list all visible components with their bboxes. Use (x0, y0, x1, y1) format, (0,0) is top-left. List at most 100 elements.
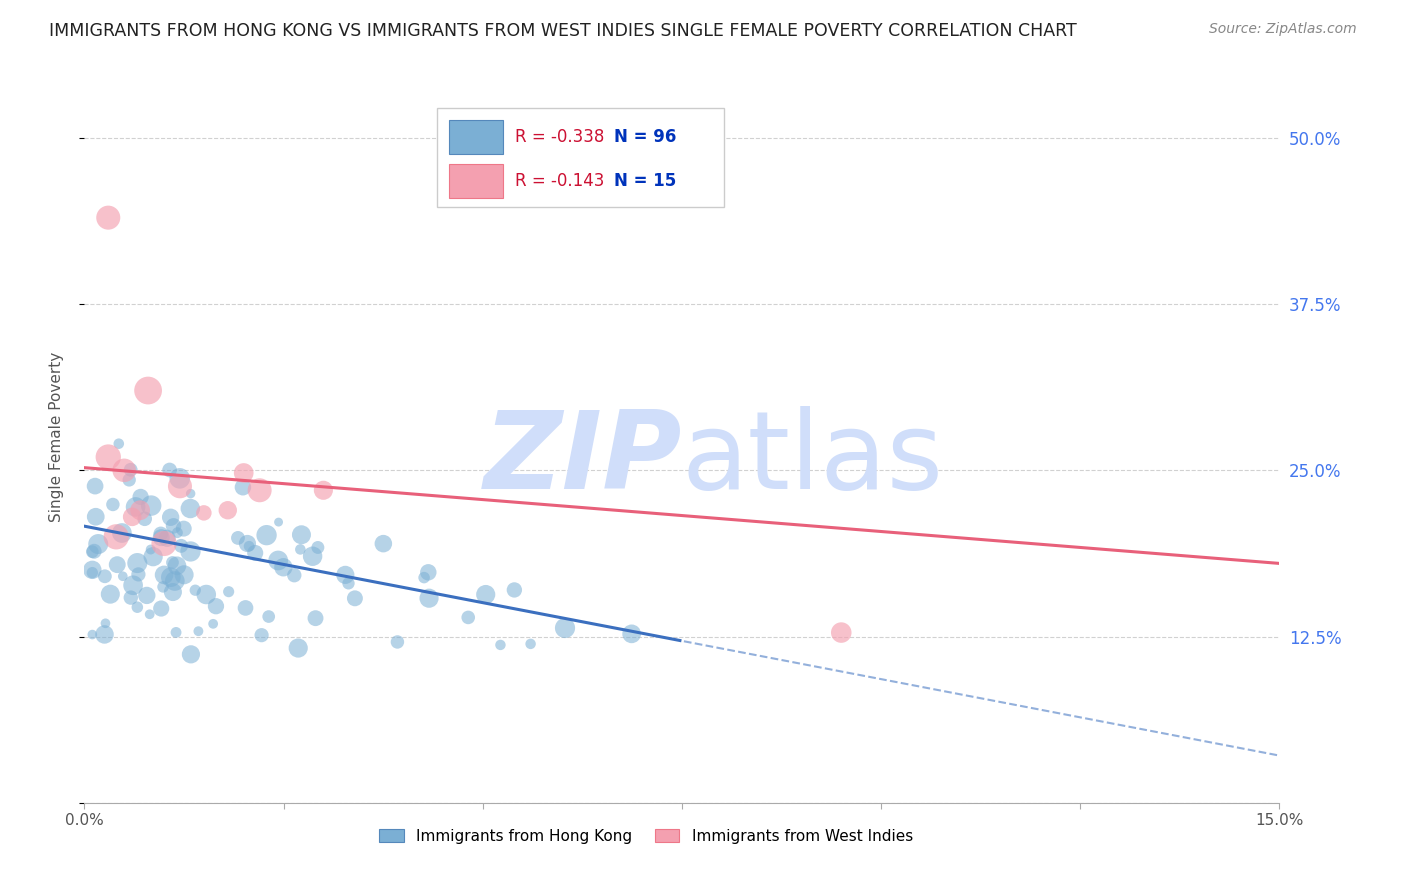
Point (159, 463, 181, 477)
Point (283, 568, 305, 582)
Point (287, 641, 309, 656)
Y-axis label: Single Female Poverty: Single Female Poverty (49, 352, 63, 522)
Point (173, 567, 195, 582)
Point (134, 512, 156, 526)
Point (620, 627, 643, 641)
Point (138, 607, 160, 622)
Point (162, 556, 184, 570)
Point (519, 637, 541, 651)
FancyBboxPatch shape (449, 120, 503, 154)
Point (107, 436, 129, 450)
Point (82, 545, 104, 559)
Point (195, 587, 218, 601)
Point (120, 591, 142, 605)
Point (235, 601, 257, 615)
Point (170, 539, 193, 553)
Point (98, 587, 121, 601)
Point (166, 558, 188, 573)
Point (121, 509, 143, 524)
Point (312, 483, 335, 498)
Point (238, 539, 260, 553)
Text: IMMIGRANTS FROM HONG KONG VS IMMIGRANTS FROM WEST INDIES SINGLE FEMALE POVERTY C: IMMIGRANTS FROM HONG KONG VS IMMIGRANTS … (49, 22, 1077, 40)
Point (156, 532, 179, 546)
Point (149, 527, 172, 541)
Point (169, 471, 191, 485)
Point (232, 466, 254, 480)
Point (173, 522, 195, 536)
Point (249, 483, 271, 498)
Point (153, 567, 176, 582)
Point (127, 600, 149, 615)
Point (226, 531, 249, 545)
Point (94, 616, 117, 631)
Point (152, 580, 174, 594)
Point (343, 591, 366, 606)
Point (335, 567, 357, 582)
Point (554, 621, 576, 635)
Point (193, 506, 215, 520)
Point (97, 450, 120, 464)
Point (111, 526, 134, 541)
Point (105, 558, 128, 572)
Point (166, 525, 188, 540)
Point (179, 501, 201, 516)
Point (236, 536, 259, 550)
Point (129, 503, 152, 517)
Text: Source: ZipAtlas.com: Source: ZipAtlas.com (1209, 22, 1357, 37)
Point (150, 531, 173, 545)
Point (94, 569, 117, 583)
Point (418, 566, 440, 580)
Text: ZIP: ZIP (484, 406, 682, 512)
Point (120, 463, 142, 477)
Text: N = 15: N = 15 (614, 172, 676, 190)
FancyBboxPatch shape (437, 108, 724, 207)
Point (180, 486, 202, 500)
Point (83, 544, 105, 558)
Point (180, 648, 202, 662)
Point (202, 616, 225, 631)
Point (290, 542, 312, 557)
Point (457, 610, 479, 624)
Point (139, 542, 162, 557)
Point (153, 536, 176, 550)
Point (141, 499, 163, 513)
Point (307, 541, 329, 555)
Point (150, 601, 173, 615)
Point (373, 536, 395, 550)
Point (187, 624, 209, 639)
Point (290, 528, 312, 542)
Point (82, 627, 104, 641)
Point (105, 530, 128, 544)
Point (118, 473, 141, 487)
Text: R = -0.143: R = -0.143 (515, 172, 605, 190)
Point (413, 571, 436, 585)
Legend: Immigrants from Hong Kong, Immigrants from West Indies: Immigrants from Hong Kong, Immigrants fr… (373, 822, 920, 850)
Point (111, 569, 134, 583)
Point (84, 509, 107, 524)
Point (84, 479, 107, 493)
Point (184, 583, 207, 598)
Point (503, 582, 526, 597)
FancyBboxPatch shape (449, 164, 503, 198)
Point (142, 549, 165, 564)
Point (97, 211, 120, 225)
Point (169, 479, 191, 493)
Point (112, 463, 135, 477)
Point (301, 549, 323, 564)
Point (387, 635, 409, 649)
Point (267, 515, 290, 529)
Point (256, 528, 278, 542)
Point (205, 599, 228, 614)
Point (93, 627, 115, 641)
Point (217, 503, 239, 517)
Point (337, 576, 360, 591)
Point (122, 578, 145, 592)
Point (232, 480, 254, 494)
Point (489, 638, 512, 652)
Point (179, 544, 201, 558)
Point (267, 553, 290, 567)
Point (159, 510, 181, 524)
Point (304, 611, 326, 625)
Point (160, 570, 183, 584)
Point (136, 384, 159, 398)
